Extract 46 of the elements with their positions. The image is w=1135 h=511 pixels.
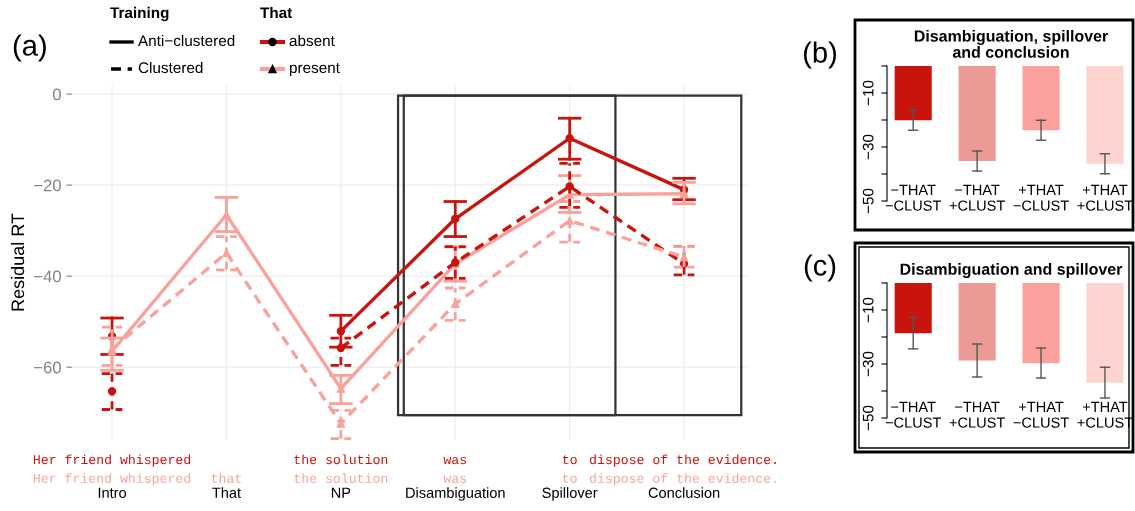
y-tick-label: 0 <box>52 88 61 101</box>
x-tick-label: −THAT +CLUST <box>949 401 1005 428</box>
y-tick-label: −20 <box>34 179 61 192</box>
y-tick-label: −50 <box>862 405 874 431</box>
y-tick-label: −10 <box>862 80 874 106</box>
y-tick-label: −40 <box>34 270 61 283</box>
x-tick-label: Conclusion <box>648 487 720 498</box>
x-tick-label: −THAT −CLUST <box>885 184 942 211</box>
x-tick-label: Disambiguation <box>406 487 505 501</box>
x-tick-label: +THAT +CLUST <box>1077 184 1133 211</box>
x-tick-label: Intro <box>98 487 127 498</box>
x-tick-label: NP <box>331 487 351 498</box>
x-tick-label: +THAT −CLUST <box>1013 184 1069 211</box>
text: the solution <box>294 473 388 483</box>
chart-title: Disambiguation and spillover <box>900 263 1123 279</box>
text: was <box>443 475 467 483</box>
text: present <box>289 63 340 77</box>
text: Her friend whispered <box>33 454 191 467</box>
text: dispose of the evidence. <box>589 454 776 467</box>
text: Her friend whispered <box>33 473 191 486</box>
x-tick-label: That <box>212 487 241 498</box>
text: (a) <box>13 34 46 62</box>
text: was <box>443 456 467 465</box>
x-tick-label: −THAT +CLUST <box>949 184 1005 211</box>
x-tick-label: +THAT −CLUST <box>1013 401 1069 428</box>
chart-title: Disambiguation, spillover and conclusion <box>914 29 1108 58</box>
y-tick-label: −30 <box>862 351 874 377</box>
text: that <box>211 473 241 483</box>
y-axis-title: Residual RT <box>10 213 25 311</box>
y-tick-label: −10 <box>862 297 874 323</box>
text: the solution <box>294 454 388 465</box>
x-tick-label: −THAT −CLUST <box>885 401 942 428</box>
text: Anti−clustered <box>138 34 235 47</box>
text: dispose of the evidence. <box>589 473 776 486</box>
text: That <box>260 6 293 19</box>
text: (b) <box>803 41 837 69</box>
text: (c) <box>804 254 836 282</box>
x-tick-label: Spillover <box>542 487 598 501</box>
text: to <box>562 474 577 483</box>
text: absent <box>289 34 335 47</box>
text: Clustered <box>138 61 203 74</box>
text: to <box>562 455 577 465</box>
text: Training <box>110 6 169 22</box>
y-tick-label: −60 <box>34 361 61 374</box>
y-tick-label: −30 <box>862 134 874 160</box>
y-tick-label: −50 <box>862 188 874 214</box>
